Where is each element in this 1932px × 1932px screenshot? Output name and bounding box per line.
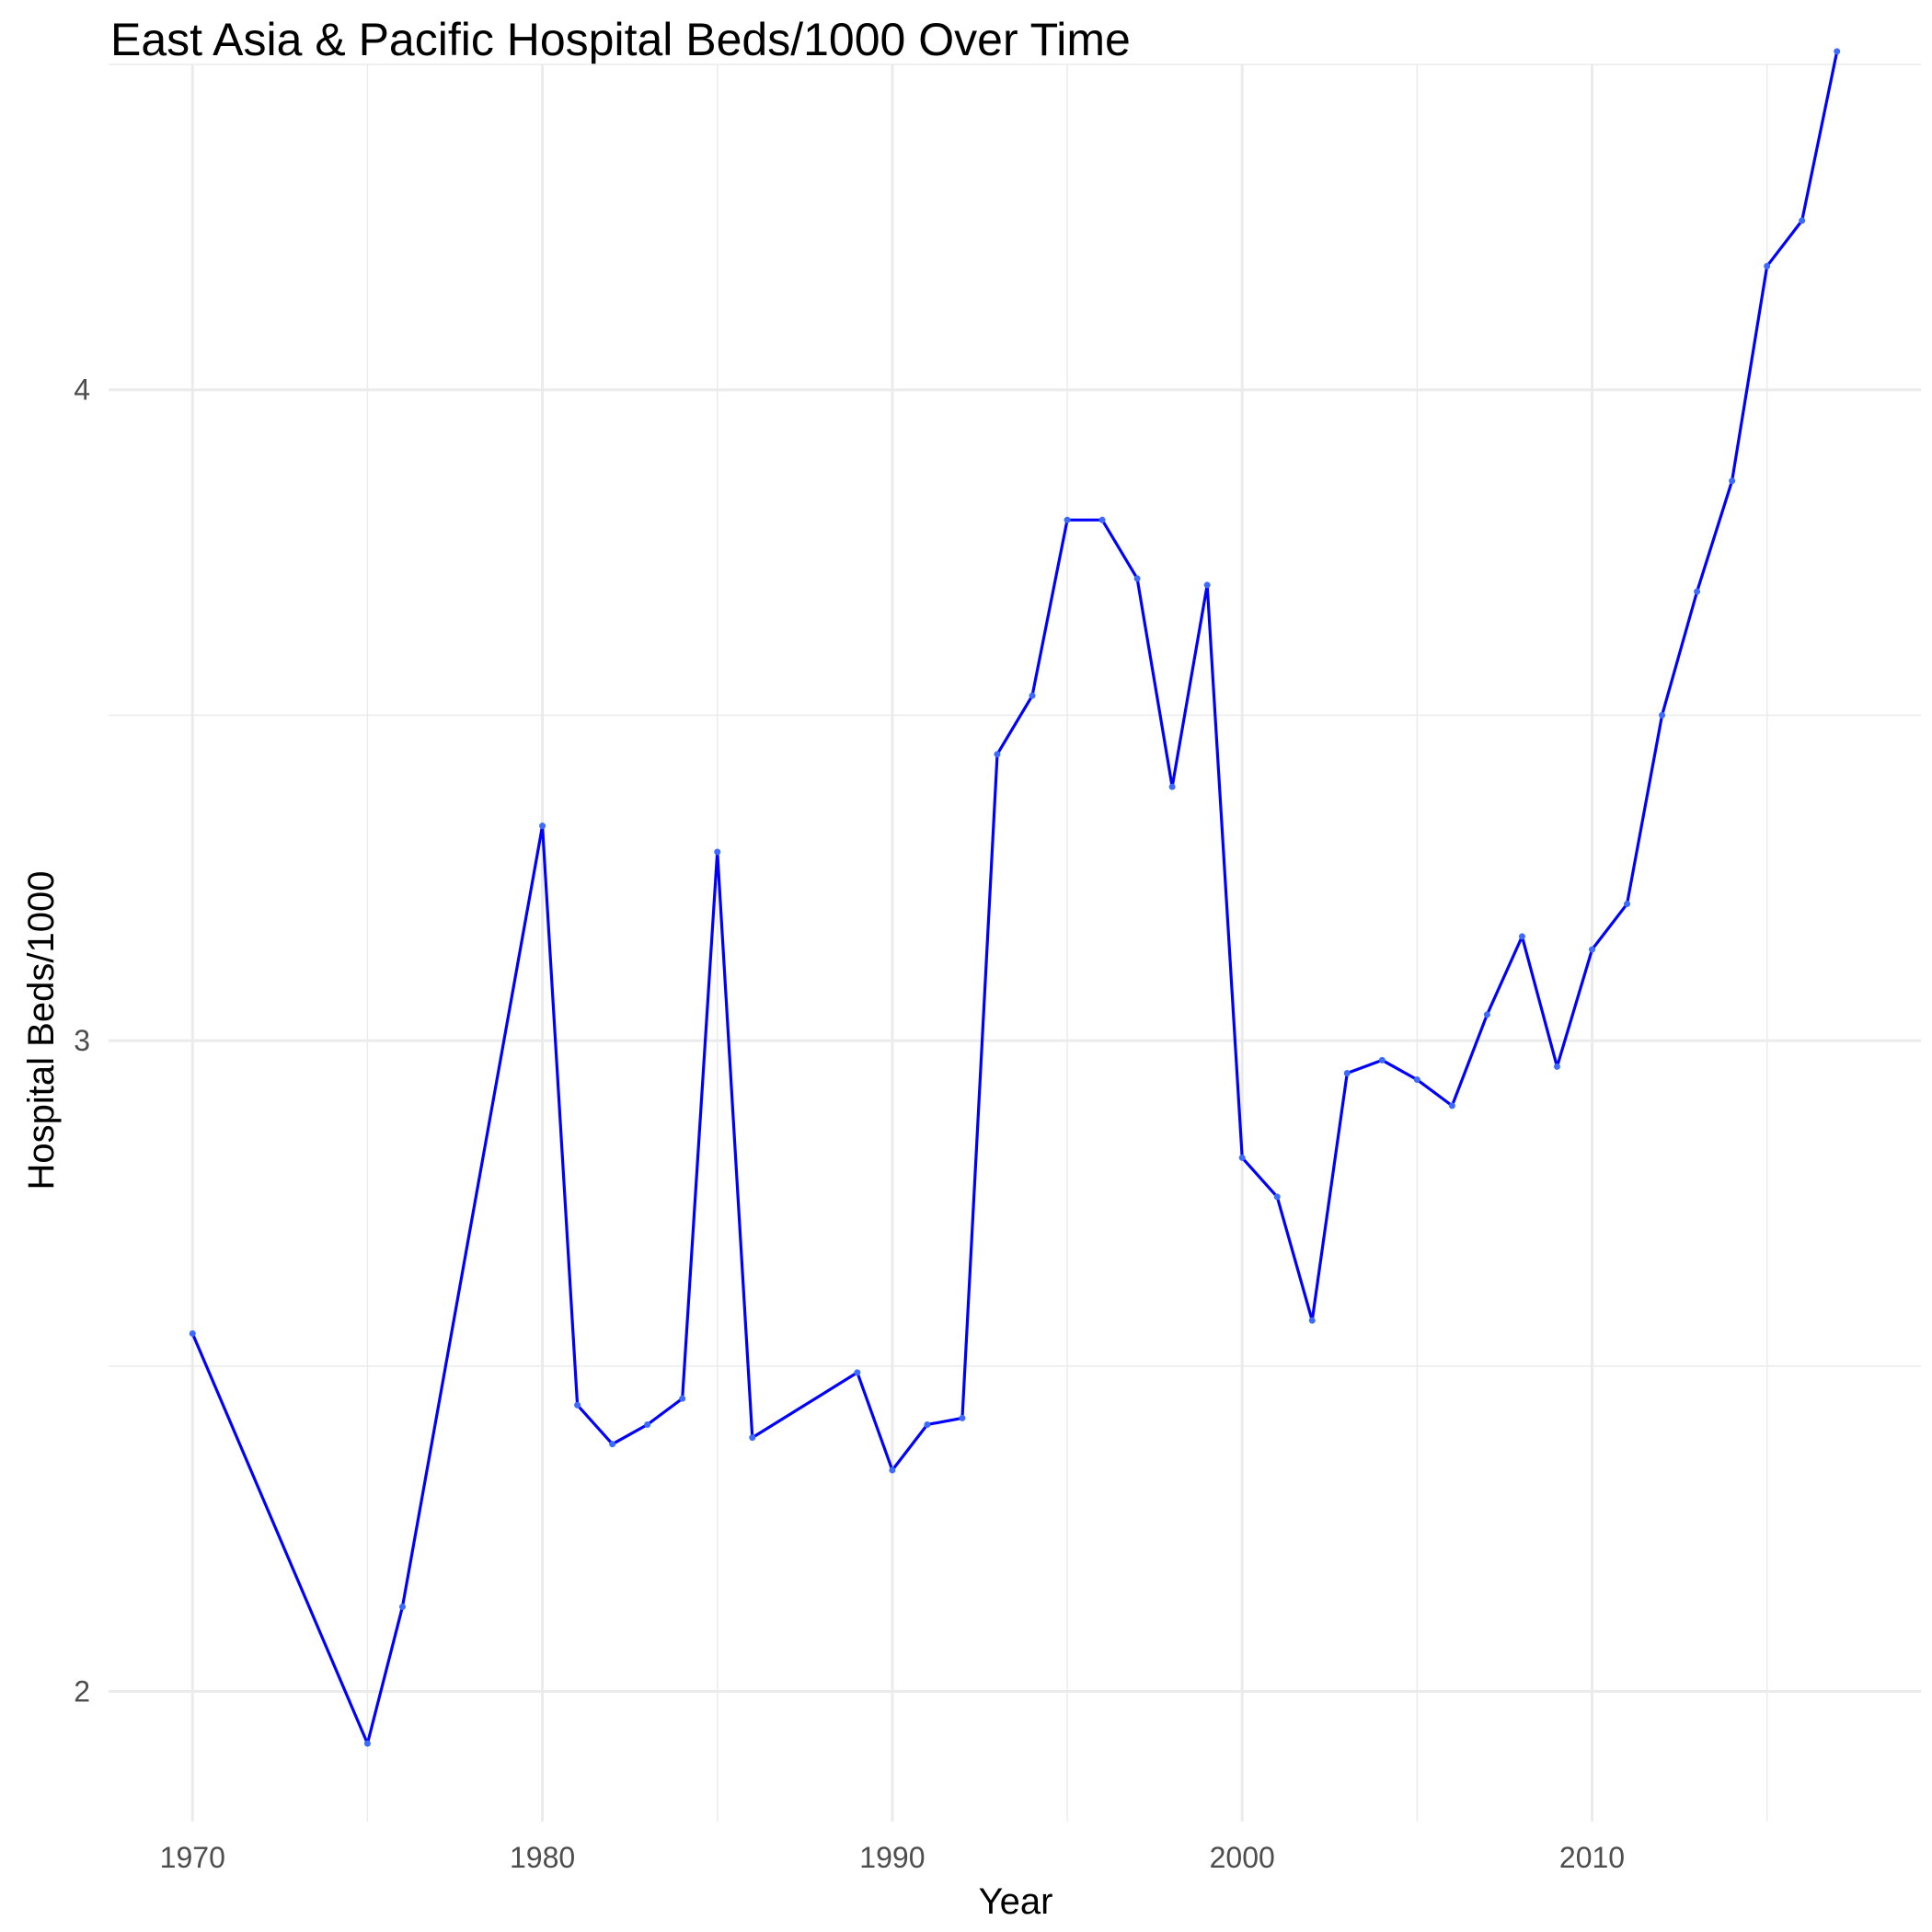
chart-title: East Asia & Pacific Hospital Beds/1000 O… (110, 14, 1131, 65)
data-point (1413, 1076, 1420, 1084)
data-point (1238, 1154, 1246, 1161)
major-gridlines (109, 64, 1921, 1822)
data-point (363, 1740, 371, 1747)
x-tick-label: 1990 (859, 1841, 925, 1874)
y-axis-tick-labels: 2 3 4 (74, 374, 90, 1708)
data-point (714, 848, 721, 856)
data-point (749, 1434, 756, 1442)
data-point (398, 1604, 406, 1611)
data-point (1624, 901, 1631, 908)
data-point (644, 1420, 651, 1428)
data-point (539, 822, 546, 830)
data-point (1308, 1317, 1316, 1324)
data-point (1764, 262, 1771, 270)
data-point (1029, 692, 1036, 699)
data-point (1168, 783, 1176, 790)
data-point (1729, 477, 1736, 485)
data-point (574, 1401, 581, 1409)
data-point (1133, 575, 1141, 582)
data-point (1694, 588, 1701, 595)
data-point (1553, 1063, 1560, 1070)
data-point (1064, 516, 1071, 523)
x-tick-label: 1980 (510, 1841, 575, 1874)
data-point (1203, 581, 1211, 589)
data-point (1834, 48, 1841, 55)
data-point (1589, 946, 1596, 953)
x-axis-title: Year (979, 1881, 1053, 1922)
data-point (1659, 711, 1666, 719)
data-point (889, 1466, 896, 1474)
series-line (190, 51, 1839, 1745)
y-axis-title: Hospital Beds/1000 (21, 871, 62, 1190)
x-tick-label: 2010 (1559, 1841, 1625, 1874)
data-point (959, 1414, 966, 1421)
x-axis-tick-labels: 1970 1980 1990 2000 2010 (160, 1841, 1625, 1874)
data-point (854, 1369, 861, 1376)
x-tick-label: 1970 (160, 1841, 225, 1874)
minor-gridlines (109, 63, 1921, 1822)
y-tick-label: 2 (74, 1675, 90, 1708)
series-layer (189, 48, 1841, 1747)
data-point (1378, 1056, 1386, 1064)
data-point (1098, 516, 1106, 523)
data-point (1518, 933, 1525, 940)
data-point (1799, 217, 1806, 224)
data-point (1483, 1011, 1490, 1018)
data-point (1448, 1102, 1455, 1110)
data-point (1273, 1193, 1281, 1201)
data-point (609, 1441, 616, 1448)
data-point (679, 1395, 686, 1402)
y-tick-label: 4 (74, 374, 90, 407)
y-tick-label: 3 (74, 1024, 90, 1057)
data-point (189, 1329, 196, 1337)
x-tick-label: 2000 (1210, 1841, 1275, 1874)
data-point (1343, 1069, 1351, 1076)
data-point (994, 751, 1001, 758)
data-point (924, 1420, 931, 1428)
